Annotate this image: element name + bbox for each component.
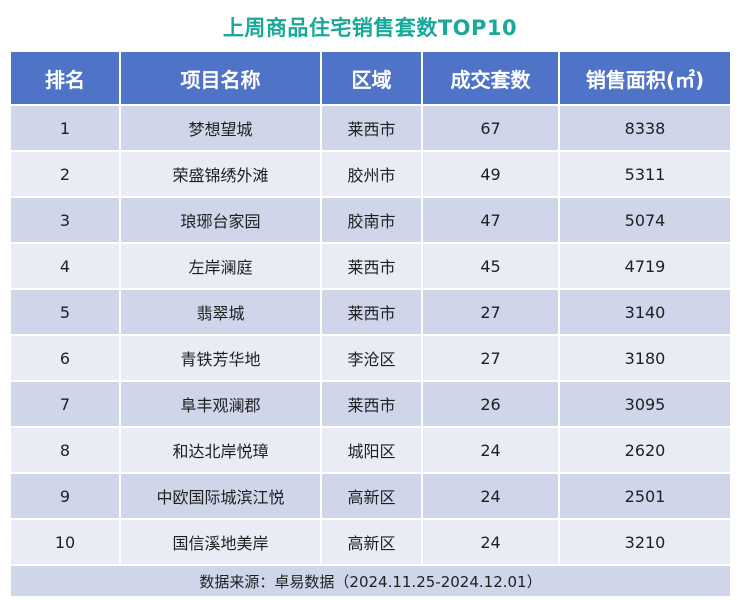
table-row: 5 翡翠城 莱西市 27 3140	[9, 288, 732, 336]
units-cell: 45	[421, 242, 560, 290]
district-cell: 胶南市	[320, 196, 423, 244]
rank-cell: 6	[9, 334, 121, 382]
table-row: 2 荣盛锦绣外滩 胶州市 49 5311	[9, 150, 732, 198]
project-cell: 左岸澜庭	[119, 242, 322, 290]
district-cell: 城阳区	[320, 426, 423, 474]
area-cell: 2620	[558, 426, 732, 474]
units-cell: 26	[421, 380, 560, 428]
units-cell: 67	[421, 104, 560, 152]
rank-cell: 8	[9, 426, 121, 474]
project-cell: 阜丰观澜郡	[119, 380, 322, 428]
rank-cell: 2	[9, 150, 121, 198]
units-cell: 27	[421, 288, 560, 336]
project-cell: 荣盛锦绣外滩	[119, 150, 322, 198]
units-cell: 24	[421, 472, 560, 520]
table-header-row: 排名 项目名称 区域 成交套数 销售面积(㎡)	[9, 50, 732, 106]
table-row: 10 国信溪地美岸 高新区 24 3210	[9, 518, 732, 566]
rank-cell: 7	[9, 380, 121, 428]
table-row: 1 梦想望城 莱西市 67 8338	[9, 104, 732, 152]
units-cell: 49	[421, 150, 560, 198]
project-cell: 翡翠城	[119, 288, 322, 336]
data-source-note: 数据来源：卓易数据（2024.11.25-2024.12.01）	[9, 564, 732, 598]
district-cell: 胶州市	[320, 150, 423, 198]
project-cell: 梦想望城	[119, 104, 322, 152]
district-cell: 莱西市	[320, 242, 423, 290]
project-cell: 和达北岸悦璋	[119, 426, 322, 474]
rank-cell: 10	[9, 518, 121, 566]
rank-cell: 9	[9, 472, 121, 520]
table-row: 3 琅琊台家园 胶南市 47 5074	[9, 196, 732, 244]
rank-cell: 5	[9, 288, 121, 336]
project-cell: 青铁芳华地	[119, 334, 322, 382]
area-cell: 8338	[558, 104, 732, 152]
table-footer-row: 数据来源：卓易数据（2024.11.25-2024.12.01）	[9, 564, 732, 598]
area-cell: 5074	[558, 196, 732, 244]
table-row: 8 和达北岸悦璋 城阳区 24 2620	[9, 426, 732, 474]
area-cell: 3140	[558, 288, 732, 336]
header-sales-area: 销售面积(㎡)	[558, 50, 732, 106]
district-cell: 李沧区	[320, 334, 423, 382]
page-title: 上周商品住宅销售套数TOP10	[222, 16, 518, 40]
area-cell: 4719	[558, 242, 732, 290]
area-cell: 2501	[558, 472, 732, 520]
units-cell: 27	[421, 334, 560, 382]
units-cell: 24	[421, 426, 560, 474]
table-row: 4 左岸澜庭 莱西市 45 4719	[9, 242, 732, 290]
project-cell: 中欧国际城滨江悦	[119, 472, 322, 520]
table-row: 9 中欧国际城滨江悦 高新区 24 2501	[9, 472, 732, 520]
table-row: 7 阜丰观澜郡 莱西市 26 3095	[9, 380, 732, 428]
header-district: 区域	[320, 50, 423, 106]
district-cell: 高新区	[320, 472, 423, 520]
area-cell: 5311	[558, 150, 732, 198]
area-cell: 3095	[558, 380, 732, 428]
rank-cell: 1	[9, 104, 121, 152]
rank-cell: 3	[9, 196, 121, 244]
project-cell: 国信溪地美岸	[119, 518, 322, 566]
header-rank: 排名	[9, 50, 121, 106]
header-project-name: 项目名称	[119, 50, 322, 106]
table-row: 6 青铁芳华地 李沧区 27 3180	[9, 334, 732, 382]
district-cell: 莱西市	[320, 380, 423, 428]
district-cell: 莱西市	[320, 288, 423, 336]
area-cell: 3180	[558, 334, 732, 382]
units-cell: 47	[421, 196, 560, 244]
sales-ranking-table: 排名 项目名称 区域 成交套数 销售面积(㎡) 1 梦想望城 莱西市 67 83…	[9, 50, 732, 598]
rank-cell: 4	[9, 242, 121, 290]
project-cell: 琅琊台家园	[119, 196, 322, 244]
district-cell: 莱西市	[320, 104, 423, 152]
area-cell: 3210	[558, 518, 732, 566]
header-units-sold: 成交套数	[421, 50, 560, 106]
units-cell: 24	[421, 518, 560, 566]
district-cell: 高新区	[320, 518, 423, 566]
